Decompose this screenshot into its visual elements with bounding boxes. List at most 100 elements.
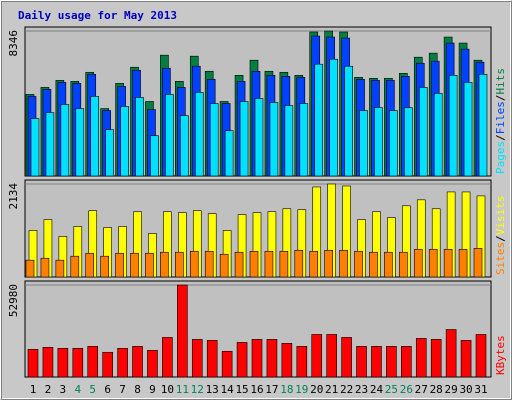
y-tick-label: 8346: [7, 30, 20, 57]
bar: [75, 108, 85, 177]
bar: [374, 107, 383, 177]
x-tick-label: 29: [445, 383, 458, 396]
bar: [354, 250, 363, 278]
legend: Pages/Files/Hits: [494, 68, 507, 174]
bar: [224, 130, 234, 177]
bar: [433, 93, 443, 177]
bar: [384, 251, 393, 278]
legend-entry: KBytes: [494, 335, 507, 375]
x-tick-label: 19: [295, 383, 308, 396]
bar: [478, 73, 488, 177]
x-tick-label: 17: [265, 383, 278, 396]
bar: [102, 351, 113, 378]
bar: [100, 255, 109, 278]
bar: [117, 348, 128, 378]
bar: [27, 348, 39, 378]
x-tick-label: 4: [74, 383, 81, 396]
bar: [87, 346, 99, 378]
x-tick-label: 11: [176, 383, 189, 396]
bar: [55, 259, 65, 278]
bar: [445, 329, 457, 378]
bar: [251, 339, 263, 378]
bar: [279, 250, 289, 278]
bar: [150, 135, 159, 177]
x-tick-label: 22: [340, 383, 353, 396]
bar: [115, 252, 124, 278]
x-tick-label: 30: [459, 383, 472, 396]
legend-entry: Files: [494, 101, 507, 134]
y-tick-label: 2134: [7, 183, 20, 210]
x-tick-label: 8: [134, 383, 141, 396]
bar: [147, 349, 158, 378]
bar: [299, 103, 309, 177]
bar: [448, 75, 458, 177]
x-tick-label: 24: [370, 383, 384, 396]
bar: [311, 334, 323, 378]
bar: [266, 339, 278, 378]
bar: [204, 250, 214, 278]
bar: [132, 346, 143, 378]
x-tick-label: 5: [89, 383, 96, 396]
bar: [415, 338, 427, 378]
x-tick-label: 31: [474, 383, 487, 396]
bar: [206, 340, 218, 378]
bar: [344, 65, 353, 177]
bar: [339, 249, 348, 278]
x-tick-label: 23: [355, 383, 368, 396]
x-tick-label: 9: [149, 383, 156, 396]
bar: [45, 112, 55, 177]
x-tick-label: 21: [325, 383, 338, 396]
legend-entry: Pages: [494, 141, 507, 174]
bar: [189, 250, 199, 278]
bar: [30, 118, 40, 177]
x-tick-label: 1: [30, 383, 37, 396]
x-tick-label: 25: [385, 383, 398, 396]
bar: [294, 249, 304, 278]
x-tick-label: 13: [206, 383, 219, 396]
x-tick-label: 12: [191, 383, 204, 396]
bar: [105, 129, 114, 177]
bar: [145, 252, 154, 278]
legend: KBytes: [494, 335, 507, 375]
bar: [356, 346, 367, 378]
x-tick-label: 27: [415, 383, 428, 396]
bar: [269, 102, 279, 177]
bar: [72, 348, 84, 378]
bar: [160, 251, 169, 278]
bar: [70, 255, 80, 278]
bar: [219, 253, 229, 278]
x-tick-label: 10: [161, 383, 174, 396]
bar: [458, 248, 468, 278]
bar: [135, 97, 144, 177]
bar: [413, 248, 423, 278]
bar: [254, 98, 264, 177]
bar: [473, 248, 483, 278]
bar: [40, 257, 50, 278]
bar: [386, 346, 397, 378]
bar: [90, 96, 100, 177]
bar: [249, 250, 259, 278]
bar: [314, 63, 324, 177]
bar: [401, 346, 412, 378]
bar: [57, 348, 69, 378]
legend-entry: Hits: [494, 68, 507, 95]
bar: [329, 58, 338, 177]
bar: [399, 251, 408, 278]
x-tick-label: 16: [250, 383, 263, 396]
bar: [296, 346, 308, 378]
bar: [239, 101, 249, 177]
bar: [430, 339, 442, 378]
legend: Sites/Visits: [494, 196, 507, 276]
x-tick-label: 14: [221, 383, 235, 396]
x-tick-label: 7: [119, 383, 126, 396]
bar: [25, 259, 35, 278]
bar: [309, 250, 319, 278]
bar: [194, 92, 204, 177]
bar: [443, 248, 453, 278]
bar: [162, 337, 173, 378]
bar: [371, 346, 382, 378]
bar: [341, 337, 352, 378]
bar: [359, 110, 368, 177]
